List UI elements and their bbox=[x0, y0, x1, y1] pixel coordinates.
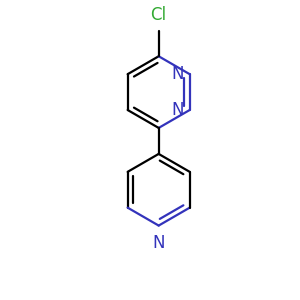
Text: N: N bbox=[152, 234, 165, 252]
Text: N: N bbox=[171, 65, 184, 83]
Text: Cl: Cl bbox=[151, 6, 167, 24]
Text: N: N bbox=[171, 101, 184, 119]
